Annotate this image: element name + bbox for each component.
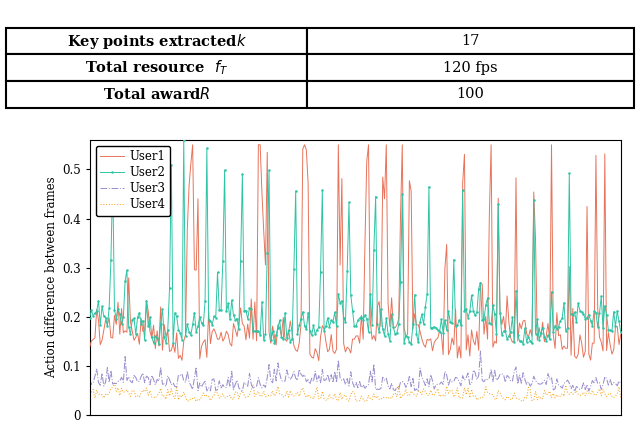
User2 xyxy=(180,137,188,142)
User4 xyxy=(406,393,413,399)
User1 xyxy=(88,338,95,343)
User4 xyxy=(88,390,95,395)
Y-axis label: Action difference between frames: Action difference between frames xyxy=(45,177,58,378)
User3 xyxy=(88,382,95,387)
User4 xyxy=(617,396,625,401)
User3 xyxy=(617,381,625,386)
User3 xyxy=(411,388,419,393)
User2 xyxy=(88,308,95,313)
User4 xyxy=(537,396,545,402)
Line: User4: User4 xyxy=(90,383,621,402)
Line: User1: User1 xyxy=(90,145,621,361)
Legend: User1, User2, User3, User4: User1, User2, User3, User4 xyxy=(95,146,170,216)
User2 xyxy=(571,309,579,315)
User4 xyxy=(86,388,93,393)
User1 xyxy=(415,322,422,327)
User2 xyxy=(415,340,422,345)
User3 xyxy=(569,383,577,388)
User3 xyxy=(86,376,93,382)
User3 xyxy=(571,389,579,394)
User1 xyxy=(404,332,412,337)
Line: User3: User3 xyxy=(90,351,621,392)
User1 xyxy=(189,142,196,147)
User1 xyxy=(406,178,413,184)
User2 xyxy=(86,315,93,320)
User1 xyxy=(537,334,545,340)
User2 xyxy=(155,342,163,347)
User4 xyxy=(571,390,579,395)
User4 xyxy=(404,392,412,398)
User4 xyxy=(415,388,422,394)
User2 xyxy=(404,334,412,340)
User2 xyxy=(406,340,413,345)
User1 xyxy=(315,358,323,363)
User4 xyxy=(111,380,118,385)
User2 xyxy=(537,330,545,336)
User2 xyxy=(617,329,625,335)
User1 xyxy=(571,354,579,359)
User4 xyxy=(193,399,200,404)
Line: User2: User2 xyxy=(88,139,622,346)
User1 xyxy=(617,332,625,337)
User3 xyxy=(535,382,543,387)
User1 xyxy=(86,345,93,350)
User3 xyxy=(402,385,410,390)
User3 xyxy=(477,348,484,354)
User3 xyxy=(400,380,408,385)
